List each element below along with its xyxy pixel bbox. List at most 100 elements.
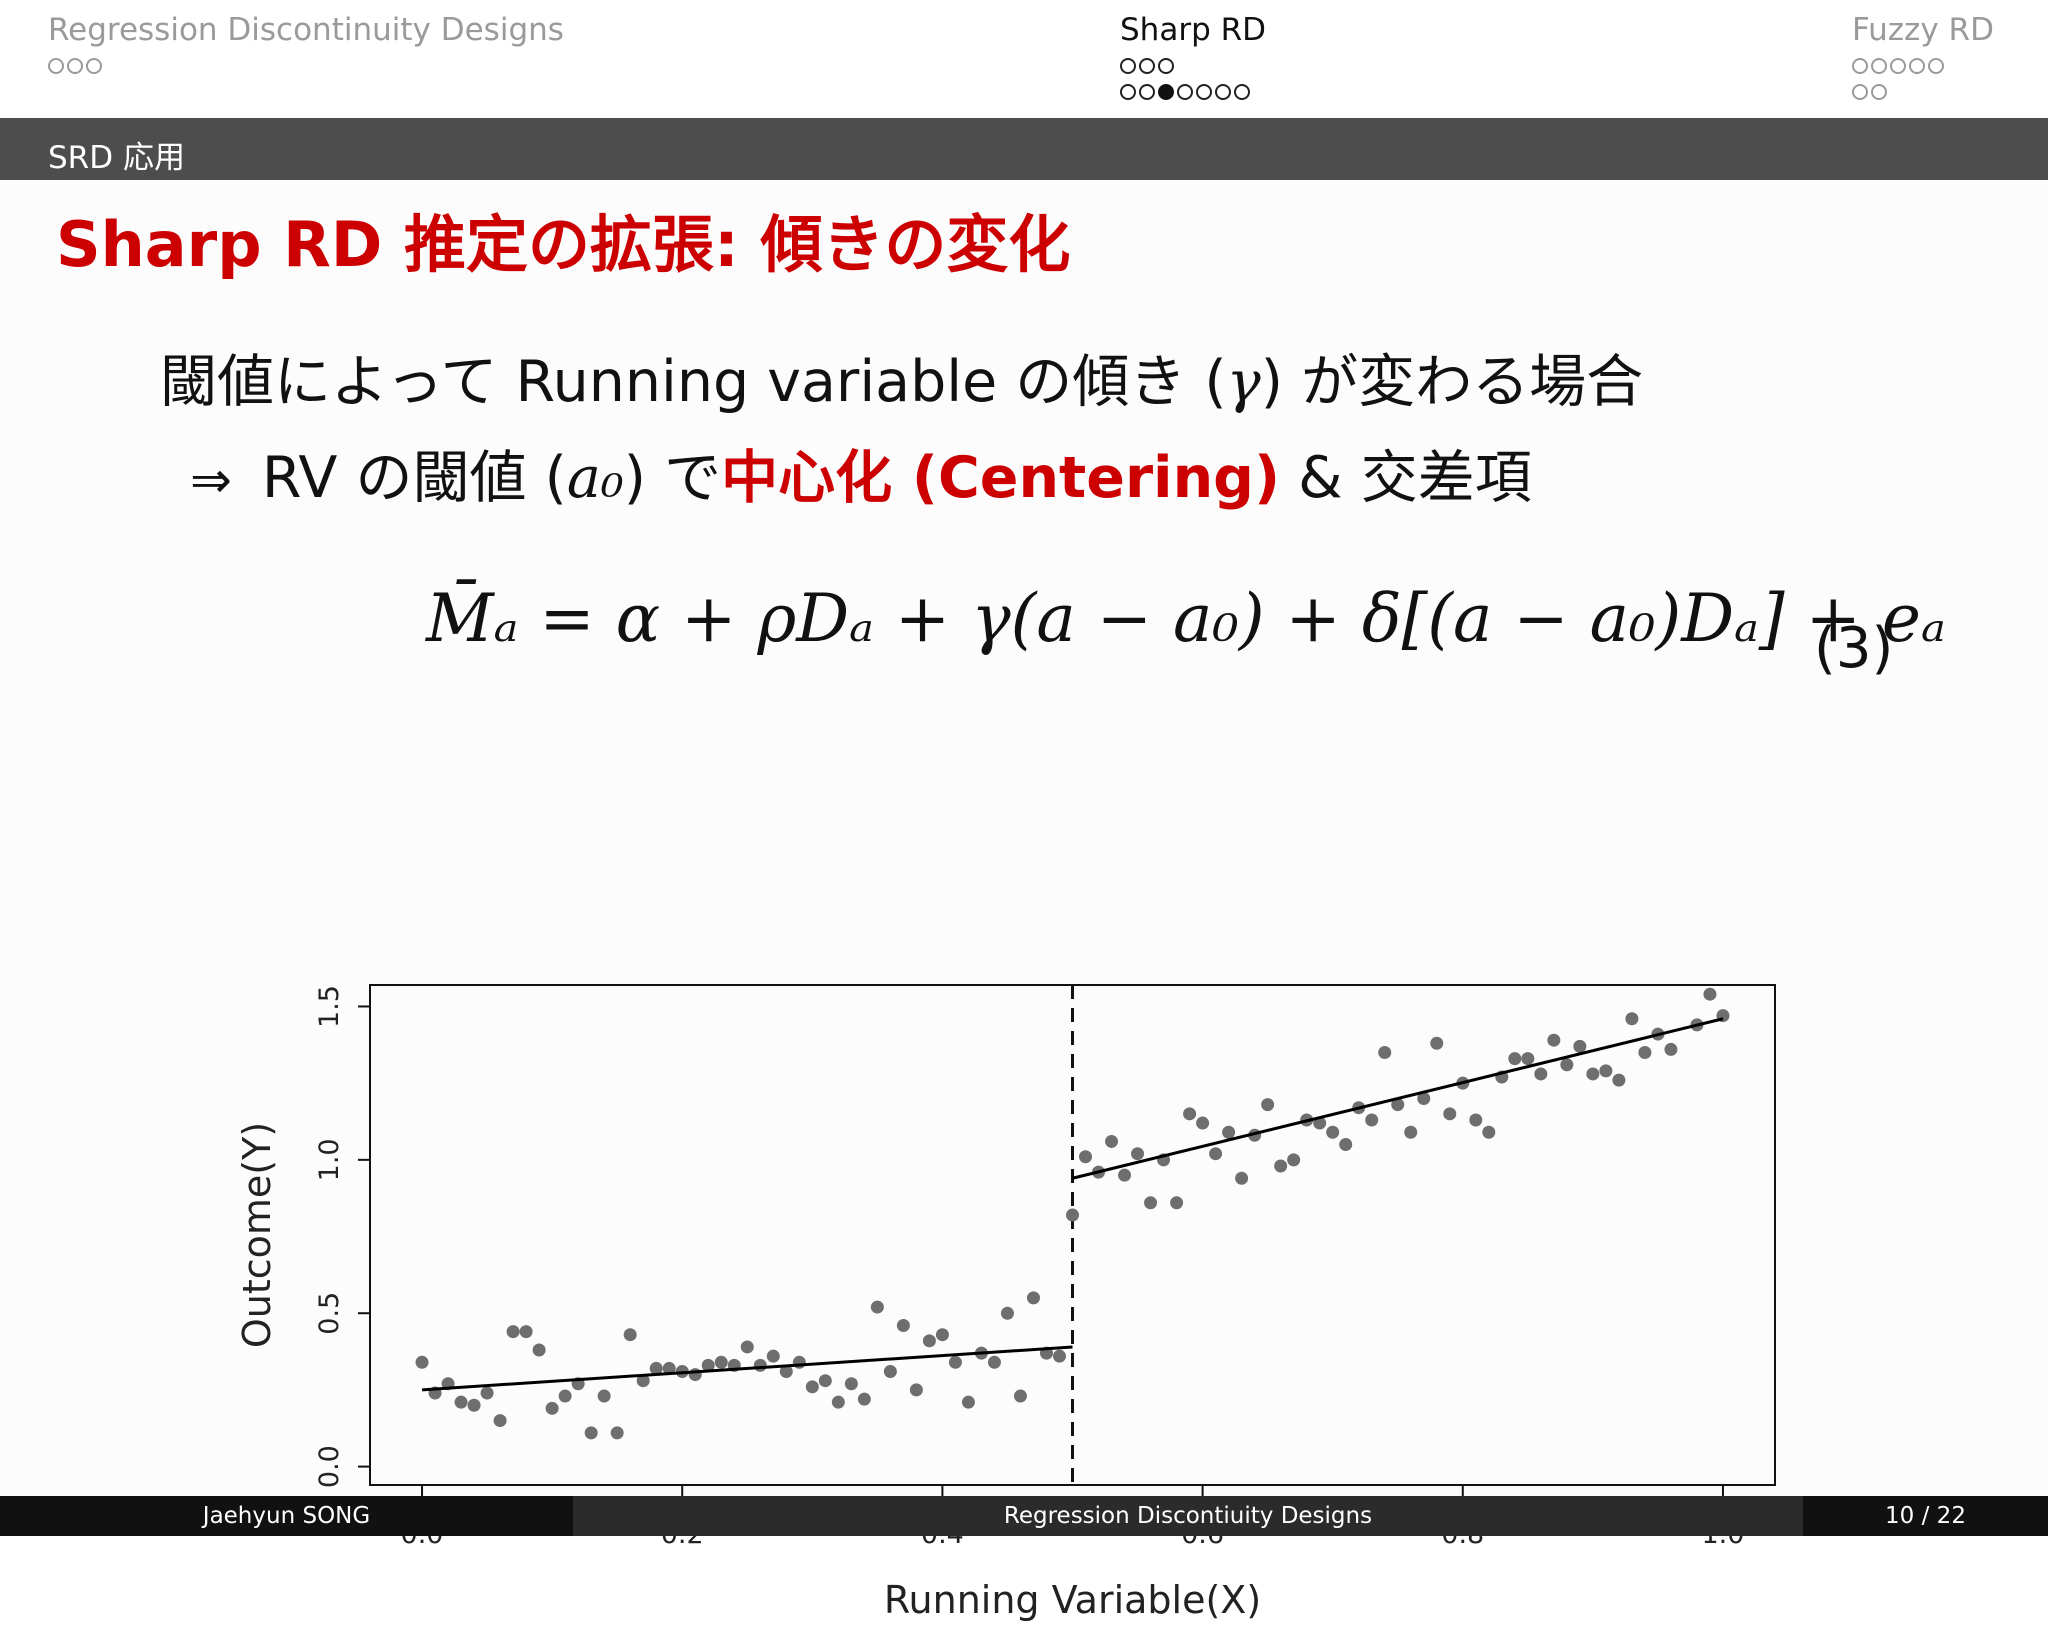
regression-equation: M̄ₐ = α + ρDₐ + γ(a − a₀) + δ[(a − a₀)Dₐ…: [426, 580, 1946, 657]
data-point: [740, 1340, 754, 1354]
data-point: [506, 1325, 520, 1339]
frame-dot[interactable]: [1928, 58, 1944, 74]
frame-dot[interactable]: [1871, 58, 1887, 74]
current-frame-dot[interactable]: [1158, 84, 1174, 100]
data-point: [1144, 1196, 1158, 1210]
data-point: [532, 1343, 546, 1357]
nav-section-sharp-rd[interactable]: Sharp RD: [1120, 12, 1266, 102]
data-point: [1026, 1291, 1040, 1305]
frame-dot[interactable]: [1139, 58, 1155, 74]
data-point: [1287, 1153, 1301, 1167]
frame-dot[interactable]: [48, 58, 64, 74]
frame-dot[interactable]: [1177, 84, 1193, 100]
data-point: [1274, 1159, 1288, 1173]
y-tick-label: 0.0: [314, 1445, 345, 1488]
nav-section-fuzzy-rd[interactable]: Fuzzy RD: [1852, 12, 1994, 102]
y-tick-label: 0.5: [314, 1292, 345, 1335]
data-point: [1326, 1125, 1340, 1139]
data-point: [1521, 1052, 1535, 1066]
frame-title: Sharp RD 推定の拡張: 傾きの変化: [56, 208, 1071, 281]
footer-title: Regression Discontiuity Designs: [573, 1496, 1803, 1536]
frame-dot[interactable]: [1196, 84, 1212, 100]
nav-section-regression-discontinuity-designs[interactable]: Regression Discontinuity Designs: [48, 12, 564, 76]
data-point: [1339, 1138, 1353, 1152]
frame-dot[interactable]: [1158, 58, 1174, 74]
data-point: [688, 1368, 702, 1382]
frame-dot[interactable]: [1890, 58, 1906, 74]
y-axis-label: Outcome(Y): [235, 1122, 279, 1348]
data-point: [662, 1361, 676, 1375]
data-point: [844, 1377, 858, 1391]
y-tick-label: 1.5: [314, 985, 345, 1028]
data-point: [1170, 1196, 1184, 1210]
frame-dot[interactable]: [1234, 84, 1250, 100]
data-point: [1222, 1125, 1236, 1139]
footer: Jaehyun SONG Regression Discontiuity Des…: [0, 1496, 2048, 1536]
data-point: [1560, 1058, 1574, 1072]
data-point: [1209, 1147, 1223, 1161]
data-point: [714, 1355, 728, 1369]
centering-highlight: 中心化 (Centering): [721, 445, 1281, 511]
data-point: [467, 1398, 481, 1412]
section-title: SRD 応用: [48, 140, 185, 176]
data-point: [1508, 1052, 1522, 1066]
data-point: [961, 1395, 975, 1409]
frame-dot[interactable]: [1871, 84, 1887, 100]
data-point: [701, 1358, 715, 1372]
data-point: [922, 1334, 936, 1348]
data-point: [935, 1328, 949, 1342]
frame-dot[interactable]: [67, 58, 83, 74]
data-point: [1079, 1150, 1093, 1164]
data-point: [558, 1389, 572, 1403]
footer-author: Jaehyun SONG: [0, 1496, 573, 1536]
data-point: [1638, 1045, 1652, 1059]
data-point: [1430, 1036, 1444, 1050]
frame-dots-row: [1120, 82, 1266, 102]
data-point: [883, 1365, 897, 1379]
frame-dot[interactable]: [1120, 84, 1136, 100]
data-point: [1000, 1306, 1014, 1320]
data-point: [1703, 987, 1717, 1001]
data-point: [779, 1365, 793, 1379]
frame-dots-row: [48, 56, 564, 76]
frame-dot[interactable]: [1852, 84, 1868, 100]
data-point: [597, 1389, 611, 1403]
data-point: [1625, 1012, 1639, 1026]
frame-dot[interactable]: [1120, 58, 1136, 74]
frame-dot[interactable]: [1852, 58, 1868, 74]
data-point: [1599, 1064, 1613, 1078]
data-point: [1586, 1067, 1600, 1081]
data-point: [1573, 1039, 1587, 1053]
data-point: [1404, 1125, 1418, 1139]
data-point: [1235, 1171, 1249, 1185]
bullet-text: ) で: [623, 445, 722, 511]
footer-page-number: 10 / 22: [1803, 1496, 2048, 1536]
section-bar: SRD 応用: [0, 118, 2048, 180]
frame-dot[interactable]: [1215, 84, 1231, 100]
data-point: [610, 1426, 624, 1440]
gamma-symbol: γ: [1226, 349, 1261, 415]
data-point: [831, 1395, 845, 1409]
data-point: [1391, 1098, 1405, 1112]
frame-dot[interactable]: [1139, 84, 1155, 100]
slide-navigation: Regression Discontinuity Designs Sharp R…: [0, 0, 2048, 118]
fit-line: [421, 1345, 1073, 1392]
data-point: [649, 1361, 663, 1375]
data-point: [1365, 1113, 1379, 1127]
a0-symbol: a₀: [566, 445, 624, 511]
frame-dot[interactable]: [1909, 58, 1925, 74]
frame-dot[interactable]: [86, 58, 102, 74]
equation-number: (3): [1814, 616, 1894, 681]
x-axis-label: Running Variable(X): [884, 1578, 1261, 1622]
bullet-text: RV の閾値 (: [261, 445, 567, 511]
data-point: [1105, 1134, 1119, 1148]
bullet-text: & 交差項: [1280, 445, 1532, 511]
data-point: [1482, 1125, 1496, 1139]
slide-content: Sharp RD 推定の拡張: 傾きの変化 閾値によって Running var…: [0, 180, 2048, 1622]
nav-section-label: Regression Discontinuity Designs: [48, 12, 564, 48]
data-point: [1443, 1107, 1457, 1121]
y-tick-label: 1.0: [314, 1138, 345, 1181]
data-point: [1378, 1045, 1392, 1059]
bullet-text: ) が変わる場合: [1260, 349, 1644, 415]
data-point: [857, 1392, 871, 1406]
